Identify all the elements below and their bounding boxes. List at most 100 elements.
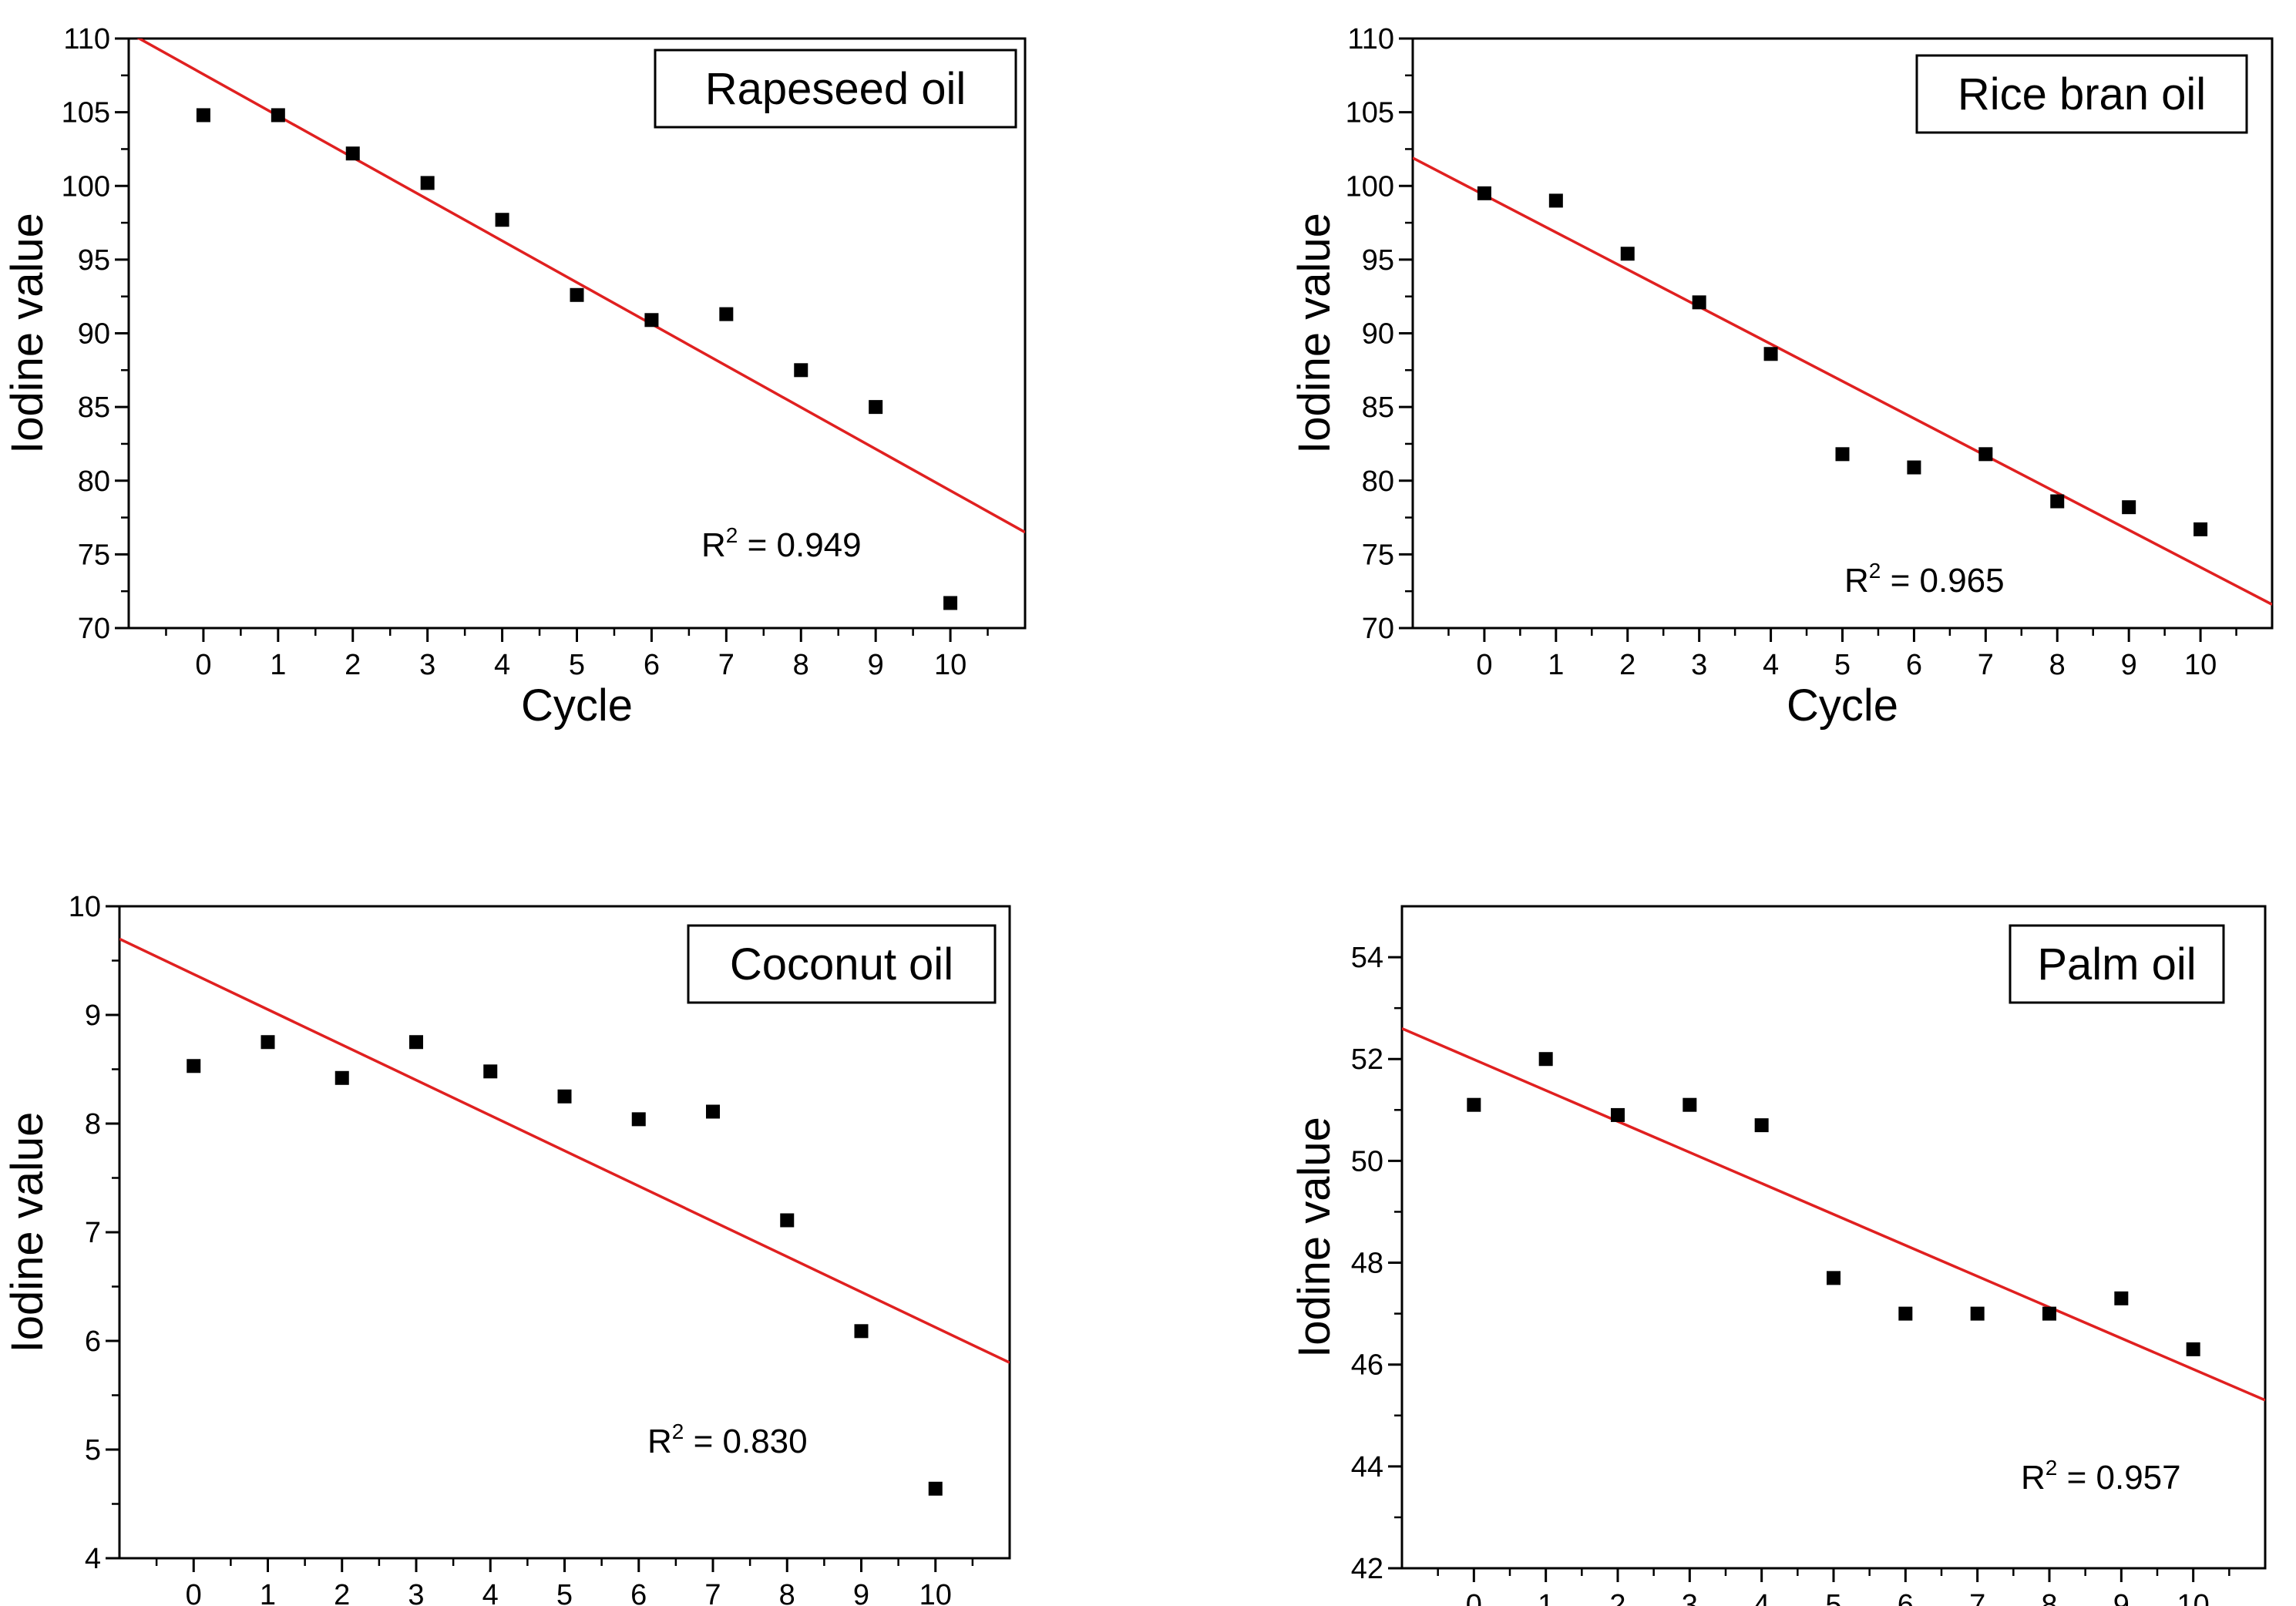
chart-svg: 0 1 2 3 4 5 6 7 8 9 10 70 75 80 85 90 95 100 105 110 Cycle Io… bbox=[2, 23, 1027, 731]
x-tick-label: 9 bbox=[2113, 1589, 2130, 1606]
x-tick-label: 5 bbox=[1834, 649, 1851, 681]
x-tick-label: 2 bbox=[345, 649, 361, 681]
data-point bbox=[334, 1070, 349, 1085]
data-point bbox=[483, 1064, 498, 1079]
data-point bbox=[631, 1112, 646, 1127]
data-point bbox=[1467, 1097, 1481, 1112]
x-tick-label: 2 bbox=[1619, 649, 1635, 681]
data-point bbox=[1898, 1306, 1913, 1321]
x-tick-label: 10 bbox=[919, 1579, 952, 1606]
x-tick-label: 6 bbox=[644, 649, 660, 681]
data-point bbox=[1907, 460, 1921, 475]
x-tick-label: 6 bbox=[1898, 1589, 1914, 1606]
r2-exponent: 2 bbox=[726, 523, 738, 547]
y-tick-label: 50 bbox=[1351, 1145, 1383, 1178]
x-tick-label: 0 bbox=[1476, 649, 1492, 681]
y-tick-label: 75 bbox=[1362, 539, 1394, 571]
x-tick-label: 4 bbox=[482, 1579, 499, 1606]
r-squared-annotation: R2 = 0.965 bbox=[1844, 559, 2005, 600]
data-point bbox=[1620, 247, 1635, 261]
chart-svg: 01234567891045678910CycleIodine valueCoc… bbox=[2, 891, 1011, 1606]
chart-panel-3: 01234567891045678910CycleIodine valueCoc… bbox=[0, 832, 1125, 1606]
legend-title: Palm oil bbox=[2037, 939, 2196, 989]
legend-box bbox=[687, 924, 997, 1004]
x-tick-label: 4 bbox=[1763, 649, 1779, 681]
data-point bbox=[570, 287, 584, 302]
data-point bbox=[2042, 1306, 2056, 1321]
x-tick-label: 3 bbox=[1691, 649, 1707, 681]
y-tick-label: 42 bbox=[1351, 1553, 1383, 1585]
x-tick-label: 1 bbox=[1548, 649, 1564, 681]
y-tick-label: 100 bbox=[62, 170, 110, 203]
x-tick-label: 2 bbox=[334, 1579, 350, 1606]
y-tick-label: 80 bbox=[1362, 465, 1394, 498]
x-tick-label: 4 bbox=[1753, 1589, 1770, 1606]
r2-value: = 0.957 bbox=[2057, 1459, 2180, 1497]
x-tick-label: 9 bbox=[853, 1579, 869, 1606]
legend-title: Coconut oil bbox=[730, 939, 953, 989]
y-tick-label: 105 bbox=[62, 97, 110, 129]
data-point bbox=[854, 1324, 869, 1339]
y-tick-label: 90 bbox=[78, 318, 110, 351]
y-tick-label: 48 bbox=[1351, 1248, 1383, 1280]
data-point bbox=[644, 313, 659, 328]
y-tick-label: 7 bbox=[85, 1217, 101, 1249]
y-tick-label: 80 bbox=[78, 465, 110, 498]
x-tick-label: 7 bbox=[1969, 1589, 1985, 1606]
x-tick-label: 0 bbox=[195, 649, 211, 681]
data-point bbox=[2114, 1291, 2129, 1305]
x-tick-label: 7 bbox=[718, 649, 735, 681]
y-tick-label: 100 bbox=[1346, 170, 1394, 203]
data-point bbox=[1754, 1118, 1769, 1133]
data-point bbox=[1835, 447, 1850, 462]
x-tick-label: 10 bbox=[934, 649, 966, 681]
y-tick-label: 46 bbox=[1351, 1349, 1383, 1382]
x-tick-label: 2 bbox=[1609, 1589, 1625, 1606]
x-tick-label: 7 bbox=[704, 1579, 721, 1606]
x-tick-label: 7 bbox=[1978, 649, 1994, 681]
x-tick-label: 5 bbox=[1825, 1589, 1841, 1606]
x-tick-label: 0 bbox=[186, 1579, 202, 1606]
data-point bbox=[420, 176, 435, 190]
y-tick-label: 75 bbox=[78, 539, 110, 571]
data-point bbox=[706, 1104, 720, 1119]
data-point bbox=[943, 596, 958, 610]
chart-panel-1: 0 1 2 3 4 5 6 7 8 9 10 70 75 80 85 90 95 100 105 110 Cycle Io… bbox=[0, 0, 1125, 771]
x-tick-label: 8 bbox=[2049, 649, 2066, 681]
y-tick-label: 4 bbox=[85, 1543, 101, 1575]
chart-svg: 01234567891042444648505254CycleIodine va… bbox=[1289, 905, 2267, 1606]
data-point bbox=[719, 307, 734, 321]
legend-box bbox=[1915, 54, 2248, 134]
data-point bbox=[557, 1089, 572, 1104]
y-tick-label: 44 bbox=[1351, 1451, 1383, 1483]
x-tick-label: 6 bbox=[1906, 649, 1922, 681]
data-point bbox=[261, 1035, 275, 1050]
r2-value: = 0.830 bbox=[684, 1423, 807, 1460]
y-tick-label: 110 bbox=[63, 23, 110, 55]
x-tick-label: 9 bbox=[2121, 649, 2137, 681]
y-tick-label: 9 bbox=[85, 1000, 101, 1032]
fit-line bbox=[119, 937, 1010, 1364]
r2-exponent: 2 bbox=[672, 1420, 684, 1443]
y-axis-title: Iodine value bbox=[2, 213, 52, 454]
data-point bbox=[928, 1481, 943, 1496]
r2-value: = 0.965 bbox=[1881, 562, 2004, 600]
x-tick-label: 8 bbox=[779, 1579, 795, 1606]
y-tick-label: 5 bbox=[85, 1434, 101, 1467]
legend-box bbox=[2009, 924, 2225, 1004]
r2-value: = 0.949 bbox=[738, 526, 861, 564]
y-tick-label: 95 bbox=[1362, 244, 1394, 277]
legend-box bbox=[654, 49, 1017, 129]
x-axis-title: Cycle bbox=[1787, 680, 1898, 731]
data-point bbox=[1538, 1052, 1553, 1067]
y-tick-label: 70 bbox=[78, 613, 110, 645]
y-tick-label: 8 bbox=[85, 1108, 101, 1141]
y-tick-label: 70 bbox=[1362, 613, 1394, 645]
y-tick-label: 90 bbox=[1362, 318, 1394, 351]
x-tick-label: 1 bbox=[260, 1579, 276, 1606]
data-point bbox=[187, 1059, 201, 1073]
r-squared-annotation: R2 = 0.957 bbox=[2021, 1456, 2181, 1497]
data-point bbox=[1978, 447, 1993, 462]
x-tick-label: 4 bbox=[494, 649, 510, 681]
